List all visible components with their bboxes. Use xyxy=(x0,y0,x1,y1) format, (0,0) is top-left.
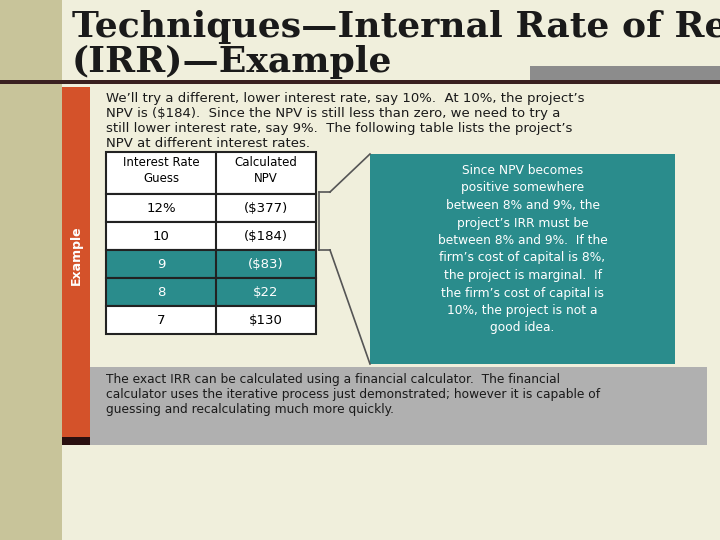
FancyBboxPatch shape xyxy=(530,66,720,80)
Text: We’ll try a different, lower interest rate, say 10%.  At 10%, the project’s: We’ll try a different, lower interest ra… xyxy=(106,92,585,105)
Text: guessing and recalculating much more quickly.: guessing and recalculating much more qui… xyxy=(106,403,394,416)
Text: ($83): ($83) xyxy=(248,258,284,271)
Text: (IRR)—Example: (IRR)—Example xyxy=(72,45,392,79)
FancyBboxPatch shape xyxy=(62,437,90,445)
FancyBboxPatch shape xyxy=(0,0,62,540)
FancyBboxPatch shape xyxy=(106,250,316,278)
Text: 9: 9 xyxy=(157,258,165,271)
Text: NPV at different interest rates.: NPV at different interest rates. xyxy=(106,137,310,150)
FancyBboxPatch shape xyxy=(106,222,316,250)
Text: The exact IRR can be calculated using a financial calculator.  The financial: The exact IRR can be calculated using a … xyxy=(106,373,560,386)
FancyBboxPatch shape xyxy=(62,0,720,540)
Text: calculator uses the iterative process just demonstrated; however it is capable o: calculator uses the iterative process ju… xyxy=(106,388,600,401)
Text: NPV is ($184).  Since the NPV is still less than zero, we need to try a: NPV is ($184). Since the NPV is still le… xyxy=(106,107,560,120)
Text: 7: 7 xyxy=(157,314,166,327)
Text: ($184): ($184) xyxy=(244,230,288,242)
Text: Since NPV becomes
positive somewhere
between 8% and 9%, the
project’s IRR must b: Since NPV becomes positive somewhere bet… xyxy=(438,164,608,334)
Text: 12%: 12% xyxy=(146,201,176,214)
FancyBboxPatch shape xyxy=(370,154,675,364)
FancyBboxPatch shape xyxy=(106,194,316,222)
Text: Interest Rate
Guess: Interest Rate Guess xyxy=(122,156,199,185)
Text: still lower interest rate, say 9%.  The following table lists the project’s: still lower interest rate, say 9%. The f… xyxy=(106,122,572,135)
Text: $130: $130 xyxy=(249,314,283,327)
Text: 10: 10 xyxy=(153,230,169,242)
FancyBboxPatch shape xyxy=(62,367,707,445)
FancyBboxPatch shape xyxy=(106,152,316,194)
Text: 8: 8 xyxy=(157,286,165,299)
FancyBboxPatch shape xyxy=(62,87,90,445)
Text: ($377): ($377) xyxy=(244,201,288,214)
Text: $22: $22 xyxy=(253,286,279,299)
FancyBboxPatch shape xyxy=(106,306,316,334)
Text: Techniques—Internal Rate of Return: Techniques—Internal Rate of Return xyxy=(72,10,720,44)
Text: Calculated
NPV: Calculated NPV xyxy=(235,156,297,185)
FancyBboxPatch shape xyxy=(106,278,316,306)
FancyBboxPatch shape xyxy=(0,80,720,84)
Text: Example: Example xyxy=(70,225,83,285)
